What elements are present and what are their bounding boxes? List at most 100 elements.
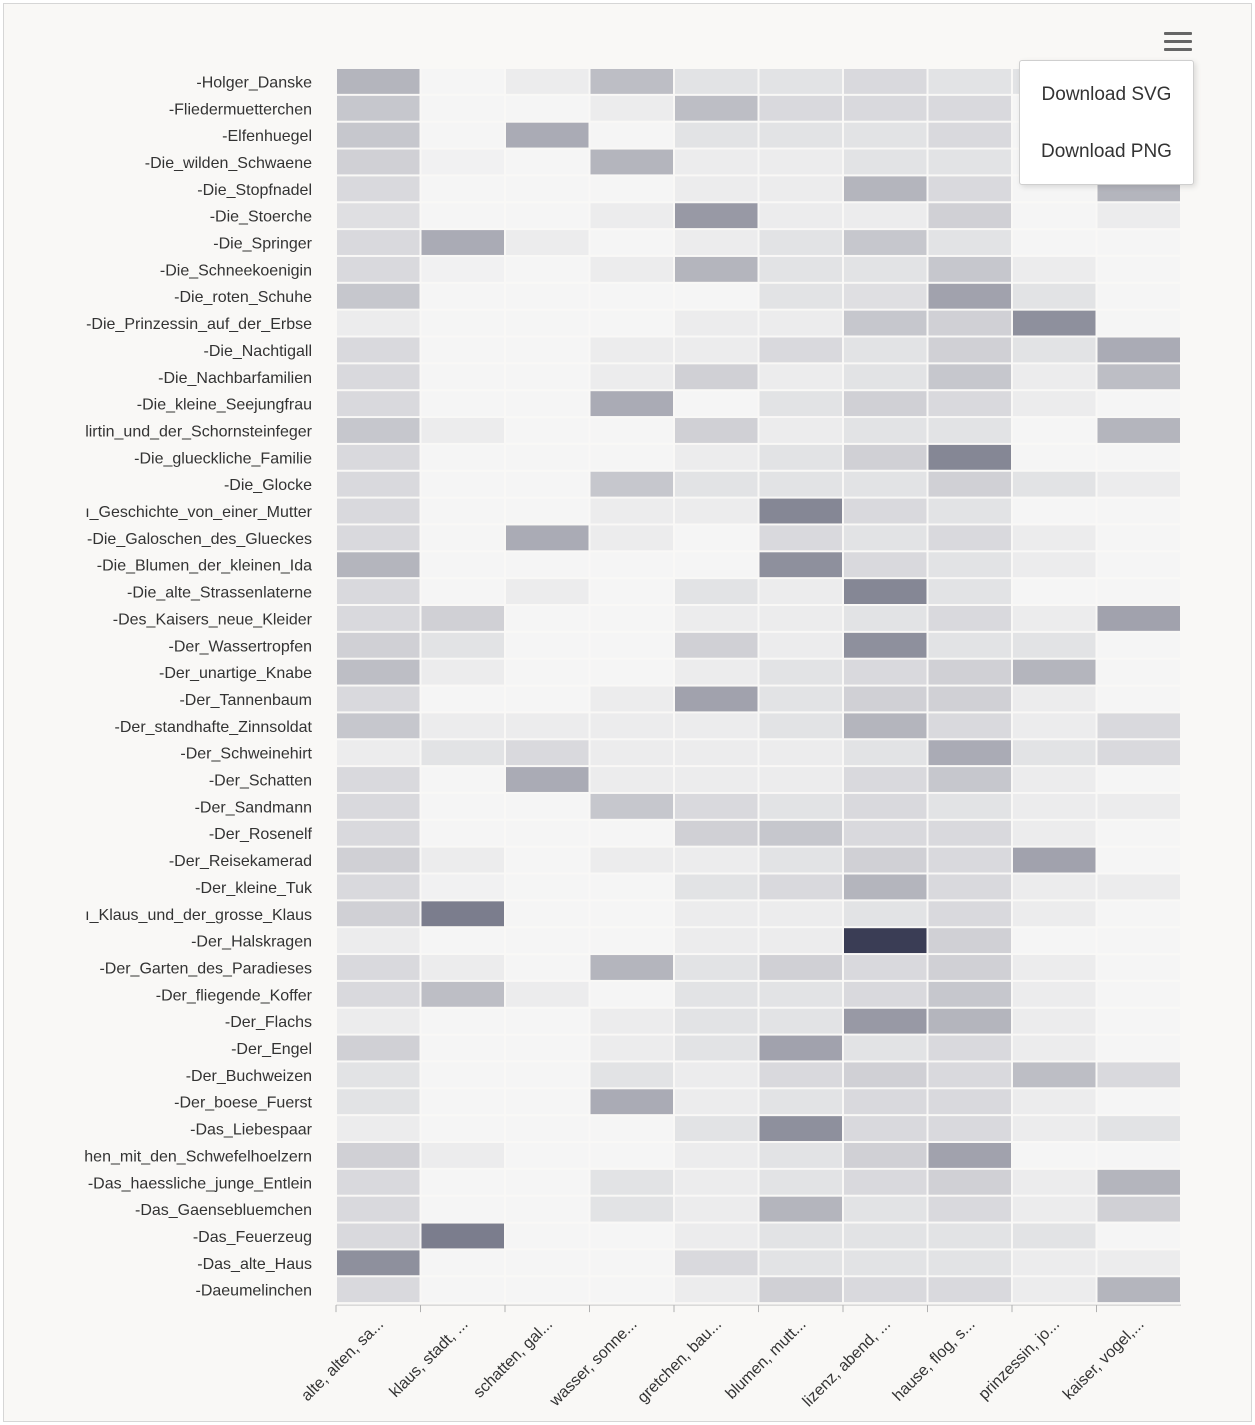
- heatmap-cell[interactable]: [506, 1143, 589, 1168]
- heatmap-cell[interactable]: [590, 471, 674, 497]
- heatmap-cell[interactable]: [421, 793, 505, 819]
- heatmap-cell[interactable]: [928, 203, 1012, 229]
- heatmap-cell[interactable]: [675, 793, 758, 819]
- heatmap-cell[interactable]: [759, 659, 843, 685]
- heatmap-cell[interactable]: [421, 659, 505, 685]
- heatmap-cell[interactable]: [506, 632, 589, 658]
- heatmap-cell[interactable]: [421, 391, 505, 417]
- heatmap-cell[interactable]: [759, 418, 843, 443]
- heatmap-cell[interactable]: [421, 713, 505, 739]
- heatmap-cell[interactable]: [421, 1277, 505, 1303]
- heatmap-cell[interactable]: [675, 1277, 758, 1303]
- heatmap-cell[interactable]: [675, 1169, 758, 1195]
- heatmap-cell[interactable]: [421, 310, 505, 336]
- heatmap-cell[interactable]: [675, 659, 758, 685]
- heatmap-cell[interactable]: [844, 686, 927, 712]
- heatmap-cell[interactable]: [844, 1250, 927, 1276]
- heatmap-cell[interactable]: [1013, 740, 1096, 766]
- heatmap-cell[interactable]: [590, 310, 674, 336]
- heatmap-cell[interactable]: [337, 525, 420, 551]
- heatmap-cell[interactable]: [675, 69, 758, 94]
- heatmap-cell[interactable]: [590, 364, 674, 390]
- heatmap-cell[interactable]: [506, 391, 589, 417]
- heatmap-cell[interactable]: [337, 1223, 420, 1249]
- heatmap-cell[interactable]: [1013, 955, 1096, 980]
- heatmap-cell[interactable]: [1013, 793, 1096, 819]
- heatmap-cell[interactable]: [1013, 337, 1096, 363]
- heatmap-cell[interactable]: [844, 606, 927, 631]
- heatmap-cell[interactable]: [928, 122, 1012, 148]
- heatmap-cell[interactable]: [844, 713, 927, 739]
- heatmap-cell[interactable]: [675, 713, 758, 739]
- heatmap-cell[interactable]: [421, 579, 505, 604]
- heatmap-cell[interactable]: [421, 471, 505, 497]
- heatmap-cell[interactable]: [928, 820, 1012, 846]
- heatmap-cell[interactable]: [1013, 1008, 1096, 1034]
- heatmap-cell[interactable]: [506, 256, 589, 282]
- heatmap-cell[interactable]: [590, 1169, 674, 1195]
- heatmap-cell[interactable]: [844, 874, 927, 900]
- heatmap-cell[interactable]: [1013, 1196, 1096, 1222]
- hamburger-menu-icon[interactable]: [1164, 32, 1192, 54]
- heatmap-cell[interactable]: [844, 498, 927, 524]
- heatmap-cell[interactable]: [590, 69, 674, 94]
- heatmap-cell[interactable]: [421, 928, 505, 954]
- heatmap-cell[interactable]: [337, 955, 420, 980]
- heatmap-cell[interactable]: [759, 149, 843, 175]
- heatmap-cell[interactable]: [759, 498, 843, 524]
- heatmap-cell[interactable]: [506, 981, 589, 1007]
- heatmap-cell[interactable]: [844, 928, 927, 954]
- heatmap-cell[interactable]: [1097, 874, 1181, 900]
- heatmap-cell[interactable]: [844, 149, 927, 175]
- heatmap-cell[interactable]: [928, 444, 1012, 470]
- heatmap-cell[interactable]: [590, 203, 674, 229]
- heatmap-cell[interactable]: [675, 981, 758, 1007]
- heatmap-cell[interactable]: [506, 767, 589, 792]
- heatmap-cell[interactable]: [1097, 418, 1181, 443]
- heatmap-cell[interactable]: [928, 310, 1012, 336]
- heatmap-cell[interactable]: [928, 176, 1012, 202]
- heatmap-cell[interactable]: [337, 1250, 420, 1276]
- heatmap-cell[interactable]: [675, 1062, 758, 1088]
- heatmap-cell[interactable]: [590, 1277, 674, 1303]
- heatmap-cell[interactable]: [421, 1143, 505, 1168]
- heatmap-cell[interactable]: [844, 901, 927, 927]
- heatmap-cell[interactable]: [506, 606, 589, 631]
- heatmap-cell[interactable]: [759, 391, 843, 417]
- heatmap-cell[interactable]: [590, 1062, 674, 1088]
- heatmap-cell[interactable]: [675, 149, 758, 175]
- heatmap-cell[interactable]: [337, 498, 420, 524]
- heatmap-cell[interactable]: [506, 713, 589, 739]
- heatmap-cell[interactable]: [1013, 686, 1096, 712]
- heatmap-cell[interactable]: [506, 364, 589, 390]
- heatmap-cell[interactable]: [1097, 1169, 1181, 1195]
- heatmap-cell[interactable]: [1097, 955, 1181, 980]
- heatmap-cell[interactable]: [421, 283, 505, 309]
- heatmap-cell[interactable]: [590, 1116, 674, 1141]
- heatmap-cell[interactable]: [1013, 1250, 1096, 1276]
- heatmap-cell[interactable]: [590, 1008, 674, 1034]
- heatmap-cell[interactable]: [506, 1223, 589, 1249]
- heatmap-cell[interactable]: [1097, 1196, 1181, 1222]
- heatmap-cell[interactable]: [421, 256, 505, 282]
- heatmap-cell[interactable]: [337, 444, 420, 470]
- heatmap-cell[interactable]: [421, 1008, 505, 1034]
- heatmap-cell[interactable]: [928, 337, 1012, 363]
- heatmap-cell[interactable]: [337, 713, 420, 739]
- heatmap-cell[interactable]: [506, 122, 589, 148]
- heatmap-cell[interactable]: [759, 471, 843, 497]
- heatmap-cell[interactable]: [506, 552, 589, 578]
- heatmap-cell[interactable]: [759, 256, 843, 282]
- heatmap-cell[interactable]: [675, 686, 758, 712]
- heatmap-cell[interactable]: [844, 444, 927, 470]
- heatmap-cell[interactable]: [928, 793, 1012, 819]
- heatmap-cell[interactable]: [1013, 713, 1096, 739]
- heatmap-cell[interactable]: [1013, 310, 1096, 336]
- heatmap-cell[interactable]: [1097, 767, 1181, 792]
- heatmap-cell[interactable]: [590, 928, 674, 954]
- heatmap-cell[interactable]: [928, 95, 1012, 121]
- heatmap-cell[interactable]: [337, 69, 420, 94]
- heatmap-cell[interactable]: [675, 820, 758, 846]
- heatmap-cell[interactable]: [506, 740, 589, 766]
- heatmap-cell[interactable]: [337, 1008, 420, 1034]
